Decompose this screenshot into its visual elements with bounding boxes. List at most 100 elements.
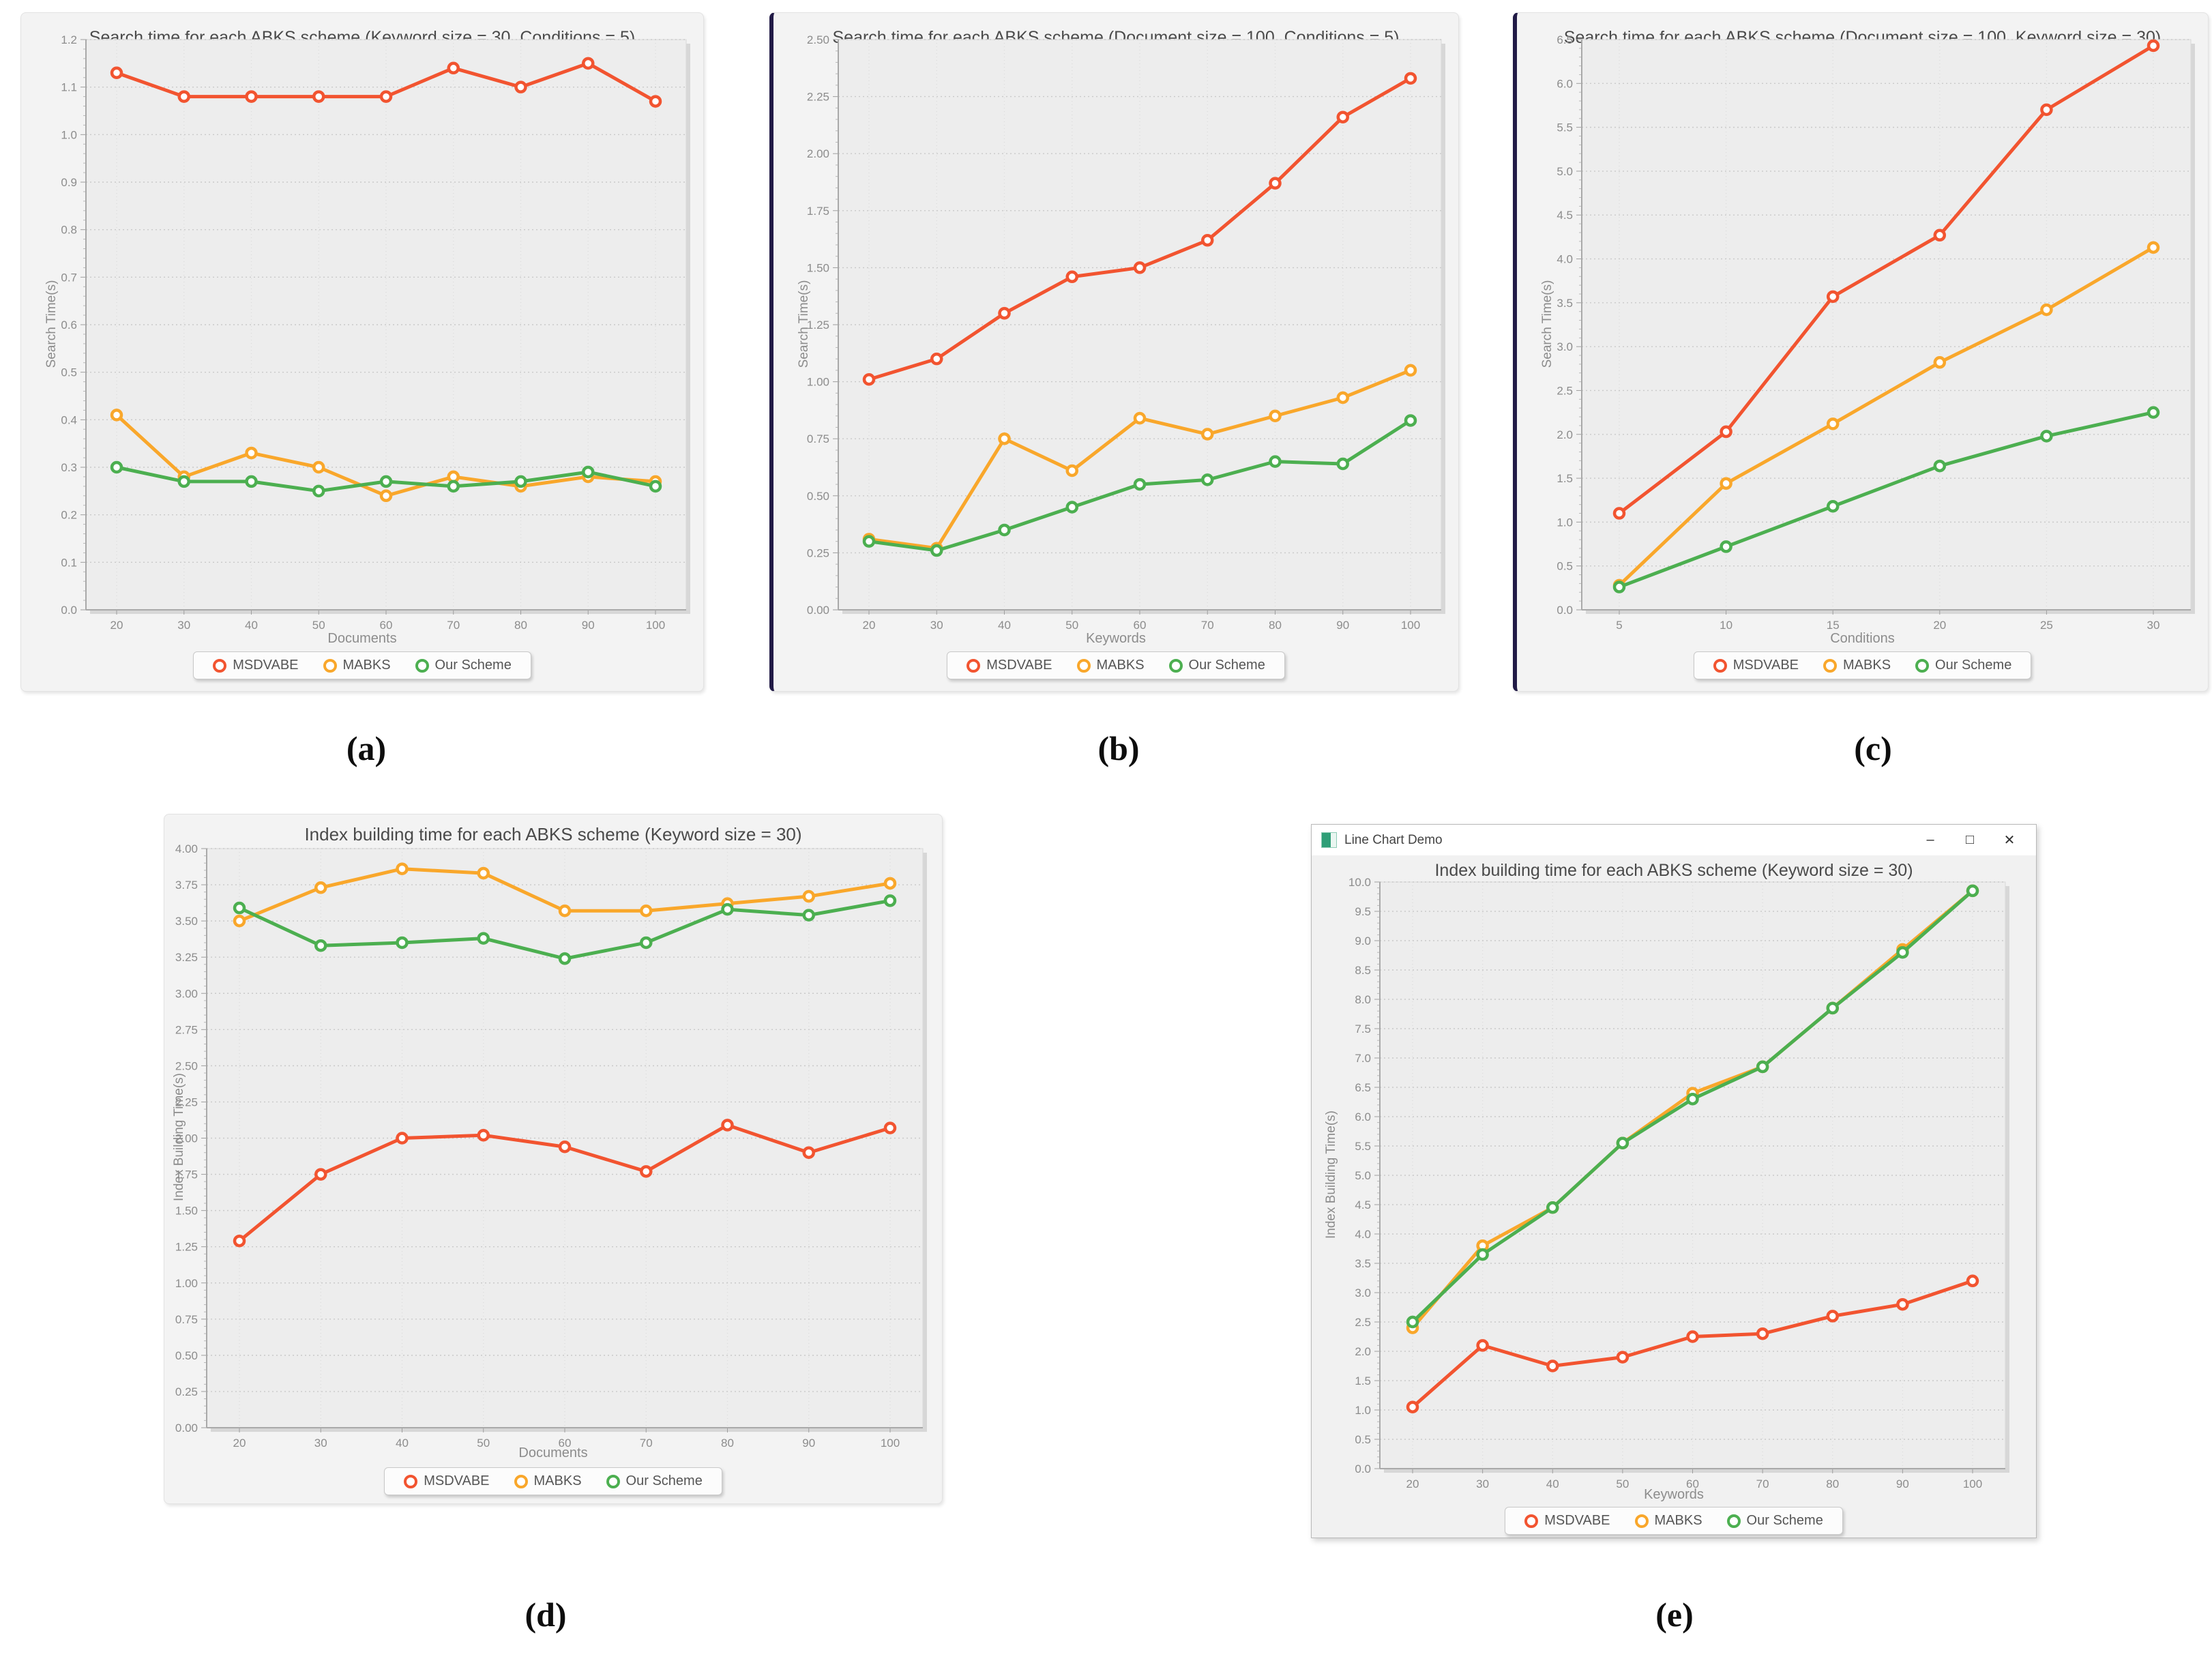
svg-text:25: 25 — [2040, 619, 2053, 632]
legend-label: MABKS — [533, 1473, 582, 1488]
legend-marker-icon — [404, 1474, 418, 1488]
data-point — [233, 914, 246, 928]
data-point — [312, 460, 325, 474]
legend-marker-icon — [1823, 658, 1838, 673]
plot-area: 20 30 40 50 60 70 80 90 100 0.00 0.25 0.50 0.75 1.00 1… — [807, 33, 1445, 632]
svg-text:0.3: 0.3 — [61, 461, 77, 474]
svg-text:20: 20 — [1406, 1478, 1419, 1490]
legend-item: Our Scheme — [1726, 1513, 1823, 1529]
svg-text:1.00: 1.00 — [807, 376, 829, 389]
svg-text:100: 100 — [881, 1437, 900, 1450]
data-point — [1966, 1274, 1979, 1288]
maximize-button[interactable]: □ — [1965, 832, 1975, 847]
svg-text:3.00: 3.00 — [175, 987, 198, 1000]
figure-label-a: (a) — [346, 729, 387, 767]
svg-text:6.0: 6.0 — [1355, 1111, 1371, 1123]
svg-text:5: 5 — [1616, 619, 1622, 632]
legend-item: MABKS — [1076, 658, 1145, 673]
svg-text:20: 20 — [233, 1437, 246, 1450]
legend-marker-icon — [1168, 658, 1183, 673]
data-point — [649, 95, 662, 108]
svg-text:10.0: 10.0 — [1348, 876, 1371, 889]
svg-text:2.0: 2.0 — [1557, 428, 1573, 441]
svg-text:50: 50 — [312, 619, 325, 632]
svg-text:70: 70 — [1201, 619, 1214, 632]
svg-text:8.5: 8.5 — [1355, 964, 1371, 977]
legend-label: Our Scheme — [434, 658, 512, 673]
svg-text:0.5: 0.5 — [1355, 1433, 1371, 1446]
legend-box: MSDVABE MABKS Our Scheme — [193, 651, 531, 679]
svg-text:6.0: 6.0 — [1557, 77, 1573, 90]
legend: MSDVABE MABKS Our Scheme — [21, 651, 703, 679]
data-point — [640, 936, 653, 950]
svg-text:2.75: 2.75 — [175, 1023, 198, 1036]
x-axis-label: Documents — [327, 631, 397, 646]
data-point — [1616, 1351, 1629, 1364]
data-point — [1404, 364, 1417, 377]
svg-text:6.5: 6.5 — [1557, 33, 1573, 46]
legend-label: MSDVABE — [424, 1473, 490, 1488]
x-axis-label: Keywords — [1086, 631, 1146, 646]
legend-item: Our Scheme — [415, 658, 512, 673]
legend: MSDVABE MABKS Our Scheme — [1517, 651, 2208, 679]
svg-text:0.75: 0.75 — [175, 1313, 198, 1326]
minimize-button[interactable]: – — [1926, 832, 1934, 847]
svg-text:2.25: 2.25 — [175, 1096, 198, 1108]
svg-text:2.50: 2.50 — [807, 33, 829, 46]
svg-text:20: 20 — [110, 619, 123, 632]
data-point — [640, 1165, 653, 1178]
svg-text:0.2: 0.2 — [61, 509, 77, 522]
data-point — [883, 1121, 897, 1134]
legend-marker-icon — [1524, 1514, 1539, 1528]
svg-text:70: 70 — [1756, 1478, 1769, 1490]
svg-text:0.5: 0.5 — [1557, 560, 1573, 573]
legend-marker-icon — [967, 658, 981, 673]
svg-text:2.5: 2.5 — [1557, 384, 1573, 397]
svg-text:1.75: 1.75 — [807, 205, 829, 218]
data-point — [1201, 428, 1214, 441]
svg-text:60: 60 — [1134, 619, 1147, 632]
data-point — [1720, 425, 1732, 439]
data-point — [1269, 177, 1282, 190]
svg-text:40: 40 — [245, 619, 258, 632]
data-point — [721, 1119, 734, 1132]
data-point — [1546, 1201, 1559, 1214]
legend-label: MSDVABE — [1544, 1513, 1610, 1528]
svg-text:1.1: 1.1 — [61, 81, 77, 94]
window-body: Index building time for each ABKS scheme… — [1312, 855, 2036, 1538]
legend-label: MSDVABE — [233, 658, 299, 673]
svg-text:90: 90 — [582, 619, 595, 632]
data-point — [379, 475, 393, 488]
svg-text:1.50: 1.50 — [175, 1205, 198, 1218]
data-point — [1404, 414, 1417, 427]
x-axis-label: Keywords — [1644, 1487, 1704, 1502]
data-point — [721, 902, 734, 916]
data-point — [2040, 430, 2053, 443]
svg-text:50: 50 — [1616, 1478, 1629, 1490]
close-button[interactable]: ✕ — [2003, 833, 2016, 848]
svg-text:5.0: 5.0 — [1355, 1169, 1371, 1182]
window-titlebar[interactable]: Line Chart Demo – □ ✕ — [1312, 825, 2036, 856]
legend-label: MABKS — [1096, 658, 1145, 673]
svg-text:0.1: 0.1 — [61, 556, 77, 569]
app-icon — [1321, 832, 1337, 848]
data-point — [233, 901, 246, 915]
svg-text:0.9: 0.9 — [61, 176, 77, 189]
svg-text:3.25: 3.25 — [175, 951, 198, 964]
svg-text:70: 70 — [447, 619, 460, 632]
svg-text:0.75: 0.75 — [807, 432, 829, 445]
data-point — [1896, 1297, 1909, 1311]
svg-text:3.5: 3.5 — [1557, 297, 1573, 310]
data-point — [582, 57, 595, 70]
svg-text:7.5: 7.5 — [1355, 1023, 1371, 1035]
legend-marker-icon — [1713, 658, 1727, 673]
svg-text:0.0: 0.0 — [1355, 1462, 1371, 1475]
data-point — [558, 1140, 572, 1153]
svg-text:0.50: 0.50 — [807, 490, 829, 503]
line-chart-demo-window: Line Chart Demo – □ ✕ Index building tim… — [1311, 824, 2037, 1538]
svg-text:0.6: 0.6 — [61, 319, 77, 332]
svg-text:15: 15 — [1827, 619, 1840, 632]
legend-box: MSDVABE MABKS Our Scheme — [1693, 651, 2032, 679]
svg-text:0.25: 0.25 — [807, 546, 829, 559]
svg-text:9.5: 9.5 — [1355, 905, 1371, 918]
